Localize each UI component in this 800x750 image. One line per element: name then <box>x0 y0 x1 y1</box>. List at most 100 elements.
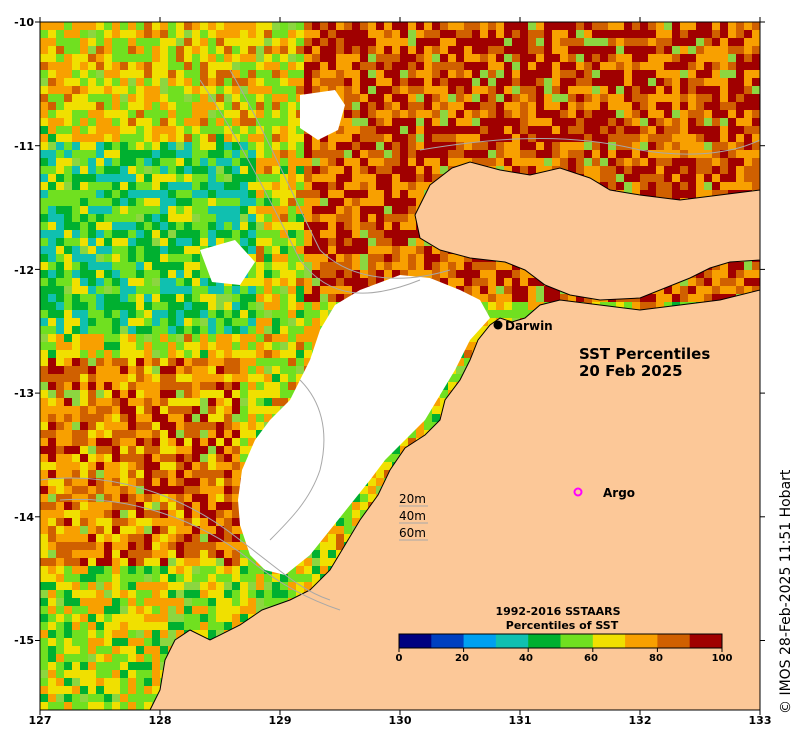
sst-cell <box>376 166 384 174</box>
sst-cell <box>208 358 216 366</box>
sst-cell <box>384 46 392 54</box>
sst-cell <box>592 22 600 30</box>
sst-cell <box>168 302 176 310</box>
sst-cell <box>664 126 672 134</box>
sst-cell <box>72 270 80 278</box>
sst-cell <box>232 406 240 414</box>
sst-cell <box>64 374 72 382</box>
sst-cell <box>616 166 624 174</box>
sst-cell <box>280 254 288 262</box>
sst-cell <box>256 182 264 190</box>
sst-cell <box>720 166 728 174</box>
sst-cell <box>320 150 328 158</box>
sst-cell <box>192 438 200 446</box>
sst-cell <box>632 46 640 54</box>
sst-cell <box>128 278 136 286</box>
sst-cell <box>248 54 256 62</box>
sst-cell <box>400 22 408 30</box>
sst-cell <box>192 62 200 70</box>
sst-cell <box>672 294 680 302</box>
sst-cell <box>336 238 344 246</box>
sst-cell <box>376 22 384 30</box>
sst-cell <box>120 294 128 302</box>
sst-cell <box>192 30 200 38</box>
sst-cell <box>88 438 96 446</box>
sst-cell <box>520 110 528 118</box>
sst-cell <box>520 62 528 70</box>
sst-cell <box>160 150 168 158</box>
sst-cell <box>392 174 400 182</box>
sst-cell <box>304 206 312 214</box>
sst-cell <box>152 150 160 158</box>
sst-cell <box>144 254 152 262</box>
sst-cell <box>280 358 288 366</box>
sst-cell <box>296 286 304 294</box>
sst-cell <box>280 46 288 54</box>
sst-cell <box>352 286 360 294</box>
sst-cell <box>64 462 72 470</box>
sst-cell <box>288 342 296 350</box>
sst-cell <box>440 86 448 94</box>
sst-cell <box>456 126 464 134</box>
sst-cell <box>120 366 128 374</box>
sst-cell <box>144 326 152 334</box>
sst-cell <box>528 30 536 38</box>
sst-cell <box>96 326 104 334</box>
sst-cell <box>104 318 112 326</box>
sst-cell <box>232 398 240 406</box>
sst-cell <box>160 334 168 342</box>
sst-cell <box>56 318 64 326</box>
sst-cell <box>248 230 256 238</box>
sst-cell <box>160 382 168 390</box>
sst-cell <box>112 454 120 462</box>
sst-cell <box>112 422 120 430</box>
sst-cell <box>112 286 120 294</box>
sst-cell <box>536 166 544 174</box>
sst-cell <box>88 294 96 302</box>
sst-cell <box>496 22 504 30</box>
sst-cell <box>304 278 312 286</box>
sst-cell <box>96 422 104 430</box>
sst-cell <box>408 182 416 190</box>
sst-cell <box>152 270 160 278</box>
sst-cell <box>400 190 408 198</box>
sst-cell <box>192 278 200 286</box>
sst-cell <box>424 414 432 422</box>
sst-cell <box>624 78 632 86</box>
sst-cell <box>256 278 264 286</box>
sst-cell <box>312 286 320 294</box>
sst-cell <box>488 38 496 46</box>
sst-cell <box>376 150 384 158</box>
sst-cell <box>120 102 128 110</box>
sst-cell <box>232 54 240 62</box>
sst-cell <box>40 470 48 478</box>
sst-cell <box>360 70 368 78</box>
sst-cell <box>552 142 560 150</box>
sst-cell <box>480 62 488 70</box>
sst-cell <box>184 230 192 238</box>
sst-cell <box>208 78 216 86</box>
sst-cell <box>512 46 520 54</box>
sst-cell <box>72 238 80 246</box>
sst-cell <box>296 254 304 262</box>
sst-cell <box>256 294 264 302</box>
sst-cell <box>184 222 192 230</box>
sst-cell <box>432 46 440 54</box>
sst-cell <box>688 134 696 142</box>
sst-cell <box>72 94 80 102</box>
sst-cell <box>256 230 264 238</box>
sst-cell <box>112 158 120 166</box>
sst-cell <box>248 382 256 390</box>
sst-cell <box>408 262 416 270</box>
sst-cell <box>400 222 408 230</box>
sst-cell <box>80 126 88 134</box>
sst-cell <box>176 462 184 470</box>
sst-cell <box>288 158 296 166</box>
sst-cell <box>104 446 112 454</box>
sst-cell <box>448 118 456 126</box>
sst-cell <box>512 30 520 38</box>
sst-cell <box>456 78 464 86</box>
sst-cell <box>408 142 416 150</box>
sst-cell <box>296 30 304 38</box>
sst-cell <box>48 166 56 174</box>
